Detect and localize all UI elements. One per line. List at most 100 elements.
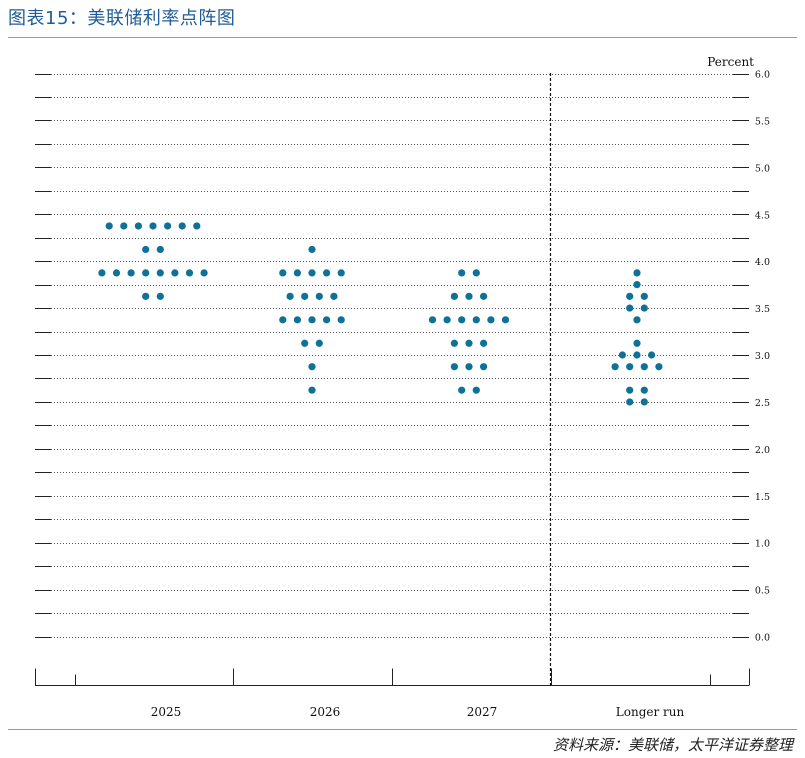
dot-2027 xyxy=(487,316,495,324)
dot-longer-run xyxy=(640,292,648,300)
dot-longer-run xyxy=(648,351,656,359)
dot-2025 xyxy=(105,222,113,230)
dot-longer-run xyxy=(640,398,648,406)
dot-2025 xyxy=(98,269,106,277)
dot-2026 xyxy=(315,292,323,300)
dot-2025 xyxy=(156,245,164,254)
dot-2026 xyxy=(293,269,301,277)
dot-2026 xyxy=(301,339,309,347)
dot-2025 xyxy=(127,269,135,277)
y-tick-label: 4.5 xyxy=(755,210,770,221)
dot-longer-run xyxy=(640,363,648,371)
dot-2026 xyxy=(330,292,338,300)
title-divider xyxy=(8,37,797,38)
dot-2027 xyxy=(443,316,451,324)
dot-2027 xyxy=(465,363,473,371)
dot-2025 xyxy=(178,222,186,230)
x-category-label: Longer run xyxy=(616,705,685,719)
dot-2027 xyxy=(465,339,473,347)
dot-longer-run xyxy=(626,304,634,312)
dot-2026 xyxy=(308,386,316,394)
dot-2027 xyxy=(450,292,458,300)
dot-2026 xyxy=(337,269,345,277)
x-category-label: 2025 xyxy=(151,705,182,719)
dot-2027 xyxy=(428,316,437,324)
dot-2026 xyxy=(279,316,287,324)
y-tick-label: 0.5 xyxy=(755,586,770,597)
dot-2025 xyxy=(164,222,172,230)
grid-layer xyxy=(35,74,749,638)
dot-longer-run xyxy=(633,339,641,347)
y-tick-label: 5.0 xyxy=(755,163,770,174)
dot-2027 xyxy=(480,292,488,300)
x-category-label: 2027 xyxy=(467,705,498,719)
dot-2025 xyxy=(156,292,164,300)
dot-longer-run xyxy=(626,398,634,406)
dot-2027 xyxy=(472,316,480,324)
dot-2027 xyxy=(465,292,473,300)
dot-longer-run xyxy=(633,281,641,289)
dot-longer-run xyxy=(611,363,619,371)
axis-layer: 0.0 0.5 1.0 1.5 2.0 2.5 3.0 3.5 4.0 4.5 5.0 5.5 6.0 2… xyxy=(35,70,770,719)
dot-2025 xyxy=(185,269,194,277)
dot-2026 xyxy=(323,269,331,277)
y-tick-label: 2.5 xyxy=(755,398,770,409)
dot-2026 xyxy=(308,363,316,371)
dot-2026 xyxy=(323,316,331,324)
dot-2027 xyxy=(472,386,480,394)
dot-2026 xyxy=(279,269,287,277)
y-tick-label: 1.5 xyxy=(755,492,770,503)
y-tick-label: 3.0 xyxy=(755,351,770,362)
dot-2026 xyxy=(293,316,301,324)
dot-2025 xyxy=(120,222,128,230)
dot-2026 xyxy=(286,292,294,300)
dot-2026 xyxy=(315,339,323,347)
y-tick-label: 2.0 xyxy=(755,445,770,456)
figure-title: 图表15：美联储利率点阵图 xyxy=(8,8,236,29)
dot-longer-run xyxy=(633,351,641,359)
dot-2026 xyxy=(337,316,345,324)
dot-2027 xyxy=(458,316,466,324)
y-tick-label: 6.0 xyxy=(755,70,770,81)
x-category-label: 2026 xyxy=(310,705,341,719)
dot-longer-run xyxy=(626,363,634,371)
dot-longer-run xyxy=(640,386,648,394)
dot-2027 xyxy=(472,269,480,277)
dot-longer-run xyxy=(640,304,648,312)
dot-longer-run xyxy=(633,269,641,277)
dot-longer-run xyxy=(626,292,634,300)
dot-2027 xyxy=(501,316,510,324)
y-tick-label: 3.5 xyxy=(755,304,770,315)
y-tick-label: 0.0 xyxy=(755,633,770,644)
dot-2025 xyxy=(142,269,150,277)
y-tick-label: 4.0 xyxy=(755,257,770,268)
dot-2025 xyxy=(193,222,201,230)
dot-2025 xyxy=(142,245,150,254)
dot-2025 xyxy=(142,292,150,300)
y-axis-label: Percent xyxy=(707,55,754,69)
dot-longer-run xyxy=(655,363,663,371)
dot-2026 xyxy=(308,269,316,277)
dot-2025 xyxy=(112,269,121,277)
dot-2025 xyxy=(156,269,164,277)
y-tick-label: 5.5 xyxy=(755,116,770,127)
source-note: 资料来源：美联储，太平洋证券整理 xyxy=(552,736,793,754)
dot-2025 xyxy=(134,222,142,230)
dot-longer-run xyxy=(633,316,641,324)
dot-2026 xyxy=(308,245,316,254)
dot-2027 xyxy=(458,386,466,394)
dot-2027 xyxy=(480,363,488,371)
dot-2027 xyxy=(458,269,466,277)
y-tick-label: 1.0 xyxy=(755,539,770,550)
dot-2027 xyxy=(480,339,488,347)
dot-2026 xyxy=(301,292,309,300)
dot-2027 xyxy=(450,339,458,347)
dot-2026 xyxy=(308,316,316,324)
dot-longer-run xyxy=(626,386,634,394)
dot-2025 xyxy=(171,269,179,277)
dots-layer xyxy=(98,222,663,406)
footer-divider xyxy=(8,729,797,730)
dot-longer-run xyxy=(618,351,627,359)
dot-2027 xyxy=(450,363,458,371)
